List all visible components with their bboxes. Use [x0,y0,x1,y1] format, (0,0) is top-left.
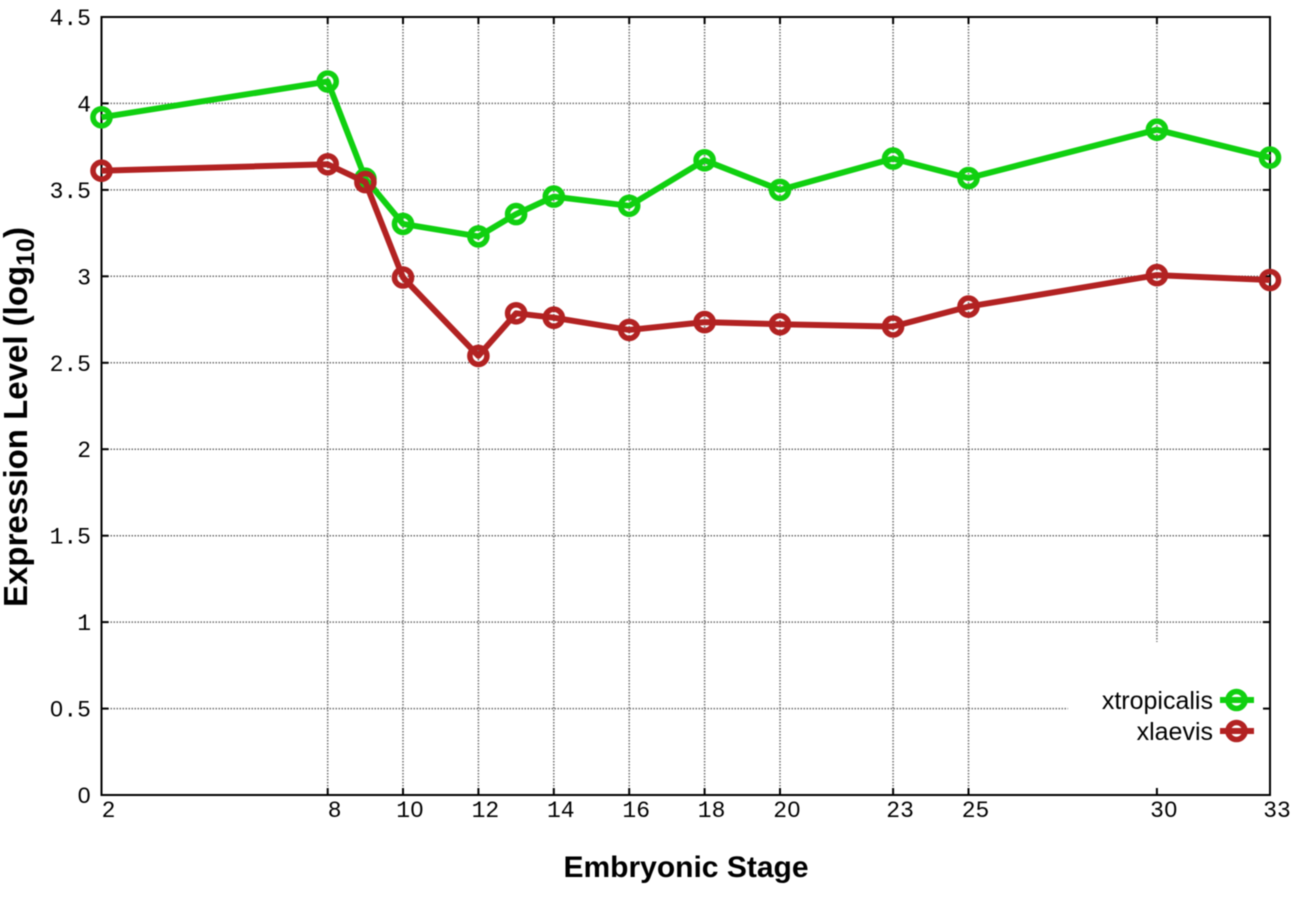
svg-text:33: 33 [1263,798,1291,824]
svg-text:4.5: 4.5 [50,6,91,32]
svg-text:18: 18 [698,798,726,824]
svg-text:3: 3 [77,265,91,291]
svg-text:30: 30 [1150,798,1178,824]
svg-text:4: 4 [77,92,91,118]
svg-text:2: 2 [102,798,116,824]
svg-text:xtropicalis: xtropicalis [1102,687,1213,715]
svg-text:16: 16 [622,798,650,824]
svg-text:2.5: 2.5 [50,352,91,378]
svg-text:8: 8 [328,798,342,824]
svg-text:1: 1 [77,611,91,637]
svg-text:25: 25 [962,798,990,824]
svg-text:14: 14 [547,798,575,824]
svg-text:3.5: 3.5 [50,179,91,205]
svg-text:Embryonic Stage: Embryonic Stage [563,851,808,884]
svg-text:23: 23 [886,798,914,824]
svg-text:12: 12 [472,798,500,824]
svg-text:2: 2 [77,438,91,464]
svg-text:10: 10 [396,798,424,824]
svg-text:xlaevis: xlaevis [1137,718,1213,746]
svg-text:1.5: 1.5 [50,525,91,551]
svg-text:Expression Level (log10): Expression Level (log10) [0,227,40,607]
svg-text:20: 20 [773,798,801,824]
